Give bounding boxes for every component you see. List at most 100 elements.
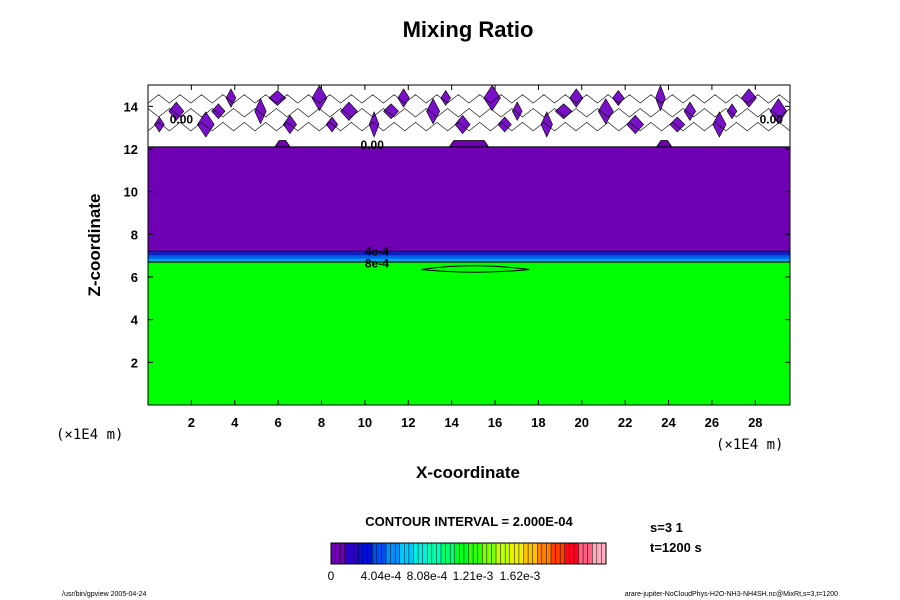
contour-label: 0.00	[361, 138, 385, 152]
colorbar-cell	[523, 543, 538, 564]
colorbar-cell	[482, 543, 497, 564]
noise-patch	[154, 116, 165, 133]
noise-patch	[669, 116, 686, 133]
colorbar-cell	[468, 543, 483, 564]
y-unit-label: (×1E4 m)	[56, 427, 123, 443]
colorbar: 0 4.04e-4 8.08e-4 1.21e-3 1.62e-3	[328, 542, 607, 583]
step-info: s=3 1	[650, 520, 683, 535]
colorbar-tick-label: 8.08e-4	[407, 569, 448, 583]
y-tick-label: 12	[124, 142, 138, 157]
x-tick-label: 12	[401, 415, 415, 430]
colorbar-cell	[413, 543, 428, 564]
noise-patch	[483, 84, 501, 112]
colorbar-tick-label: 0	[328, 569, 335, 583]
upper-noise-patches	[147, 84, 791, 138]
noise-patch	[512, 101, 523, 122]
x-tick-label: 22	[618, 415, 632, 430]
y-tick-label: 4	[131, 313, 139, 328]
upper-contour-line	[147, 94, 791, 104]
top-bump-1	[448, 140, 490, 148]
x-tick-label: 10	[358, 415, 372, 430]
x-tick-label: 14	[444, 415, 459, 430]
colorbar-cell	[496, 543, 511, 564]
colorbar-cell	[386, 543, 401, 564]
noise-patch	[311, 84, 328, 112]
contour-label: 0.00	[760, 112, 784, 126]
contour-label: 0.00	[170, 112, 194, 126]
noise-patch	[211, 103, 226, 120]
contour-label: 8e-4	[365, 256, 389, 270]
x-axis-label: X-coordinate	[416, 463, 520, 482]
x-tick-label: 6	[275, 415, 282, 430]
contour-interval-label: CONTOUR INTERVAL = 2.000E-04	[365, 514, 573, 529]
colorbar-tick-label: 1.21e-3	[453, 569, 494, 583]
transition-band-1	[148, 255, 790, 259]
x-tick-label: 2	[188, 415, 195, 430]
noise-patch	[712, 111, 727, 138]
transition-band-0	[148, 258, 790, 262]
colorbar-cell	[344, 543, 359, 564]
y-tick-label: 2	[131, 355, 138, 370]
upper-contour-line	[147, 121, 791, 132]
x-tick-label: 20	[575, 415, 589, 430]
x-tick-label: 8	[318, 415, 325, 430]
x-tick-label: 24	[661, 415, 676, 430]
colorbar-cell	[578, 543, 593, 564]
y-tick-label: 8	[131, 227, 138, 242]
y-tick-label: 6	[131, 270, 138, 285]
colorbar-cell	[372, 543, 387, 564]
transition-band-2	[148, 252, 790, 256]
colorbar-cell	[399, 543, 414, 564]
y-tick-label: 10	[124, 185, 138, 200]
noise-patch	[655, 84, 666, 112]
contour-label: 4e-4	[365, 245, 389, 259]
footer-left: /usr/bin/gpview 2005-04-24	[62, 591, 147, 598]
contour-band-2	[148, 146, 790, 252]
noise-patch	[325, 116, 339, 133]
noise-patch	[726, 103, 738, 120]
colorbar-cell	[592, 543, 607, 564]
contour-band-0	[148, 262, 790, 405]
colorbar-cell	[331, 543, 346, 564]
noise-patch	[612, 90, 625, 106]
colorbar-cell	[427, 543, 442, 564]
noise-patch	[168, 101, 185, 121]
x-tick-label: 18	[531, 415, 545, 430]
noise-patch	[426, 98, 441, 125]
y-axis-label: Z-coordinate	[85, 194, 104, 297]
noise-patch	[383, 103, 399, 120]
x-tick-label: 16	[488, 415, 502, 430]
x-tick-label: 4	[231, 415, 239, 430]
contour-band-3	[148, 85, 790, 147]
colorbar-tick-label: 4.04e-4	[361, 569, 402, 583]
plot-frame	[147, 84, 791, 406]
noise-patch	[626, 114, 645, 135]
noise-patch	[497, 116, 512, 133]
colorbar-frame	[330, 542, 607, 565]
colorbar-cell	[509, 543, 524, 564]
colorbar-cell	[454, 543, 469, 564]
y-tick-label: 14	[124, 99, 139, 114]
footer-right: arare-jupiter-NoCloudPhys-H2O-NH3-NH4SH.…	[625, 591, 838, 598]
noise-patch	[268, 90, 287, 106]
upper-contour-line	[147, 108, 791, 118]
noise-patch	[254, 97, 267, 125]
colorbar-cell	[358, 543, 373, 564]
x-tick-label: 28	[748, 415, 762, 430]
noise-patch	[397, 88, 410, 108]
noise-patch	[368, 111, 380, 138]
colorbar-cell	[537, 543, 552, 564]
colorbar-cell	[441, 543, 456, 564]
x-unit-label: (×1E4 m)	[716, 437, 783, 453]
colorbar-cell	[551, 543, 566, 564]
noise-patch	[741, 88, 757, 108]
colorbar-cell	[564, 543, 579, 564]
colorbar-tick-label: 1.62e-3	[500, 569, 541, 583]
chart-title: Mixing Ratio	[403, 17, 534, 42]
noise-patch	[440, 89, 451, 107]
time-info: t=1200 s	[650, 540, 702, 555]
noise-patch	[597, 98, 614, 125]
noise-patch	[683, 101, 697, 121]
